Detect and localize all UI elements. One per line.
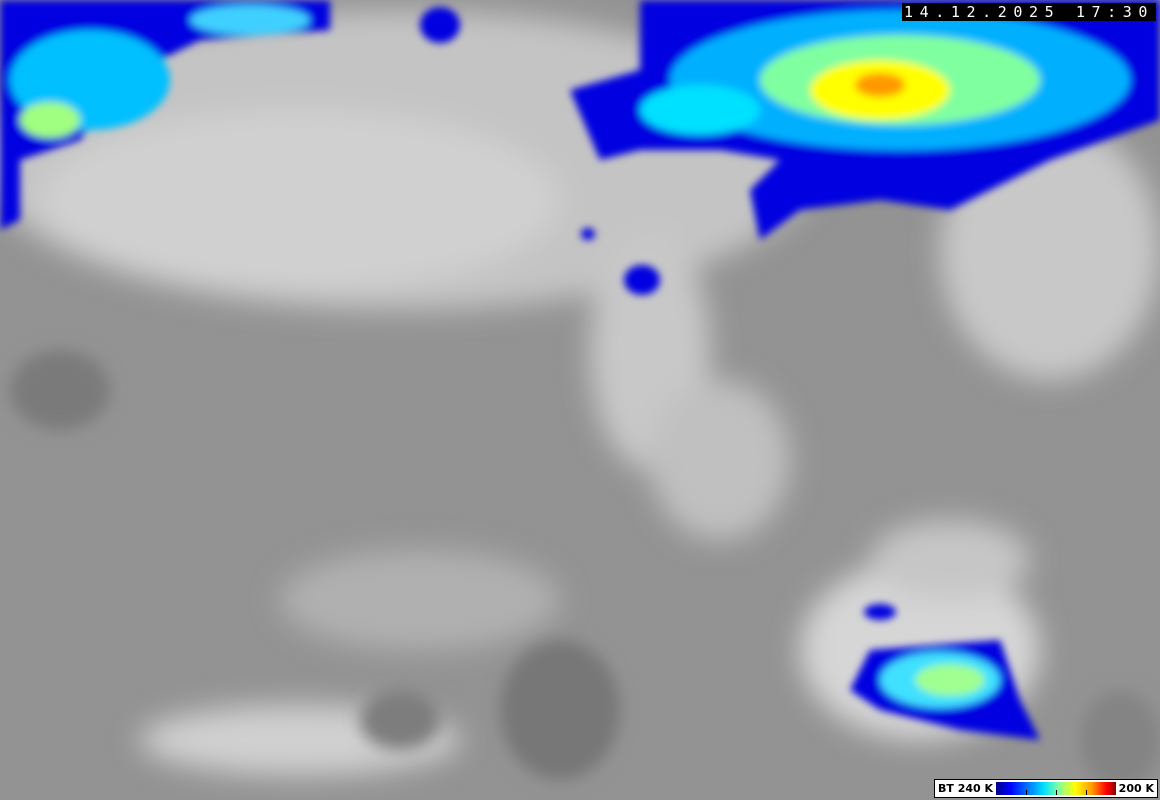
legend-tick	[1055, 790, 1057, 795]
legend-high-label: 200 K	[1118, 782, 1154, 795]
legend-color-bar	[996, 782, 1116, 795]
legend-tick	[1085, 790, 1087, 795]
timestamp: 14.12.2025 17:30	[902, 3, 1156, 21]
dark-ground-areas	[10, 350, 1160, 790]
color-scale-legend: BT 240 K 200 K	[934, 779, 1158, 798]
cold-cloud-tops	[0, 0, 1160, 740]
legend-tick	[1025, 790, 1027, 795]
legend-low-label: BT 240 K	[938, 782, 994, 795]
